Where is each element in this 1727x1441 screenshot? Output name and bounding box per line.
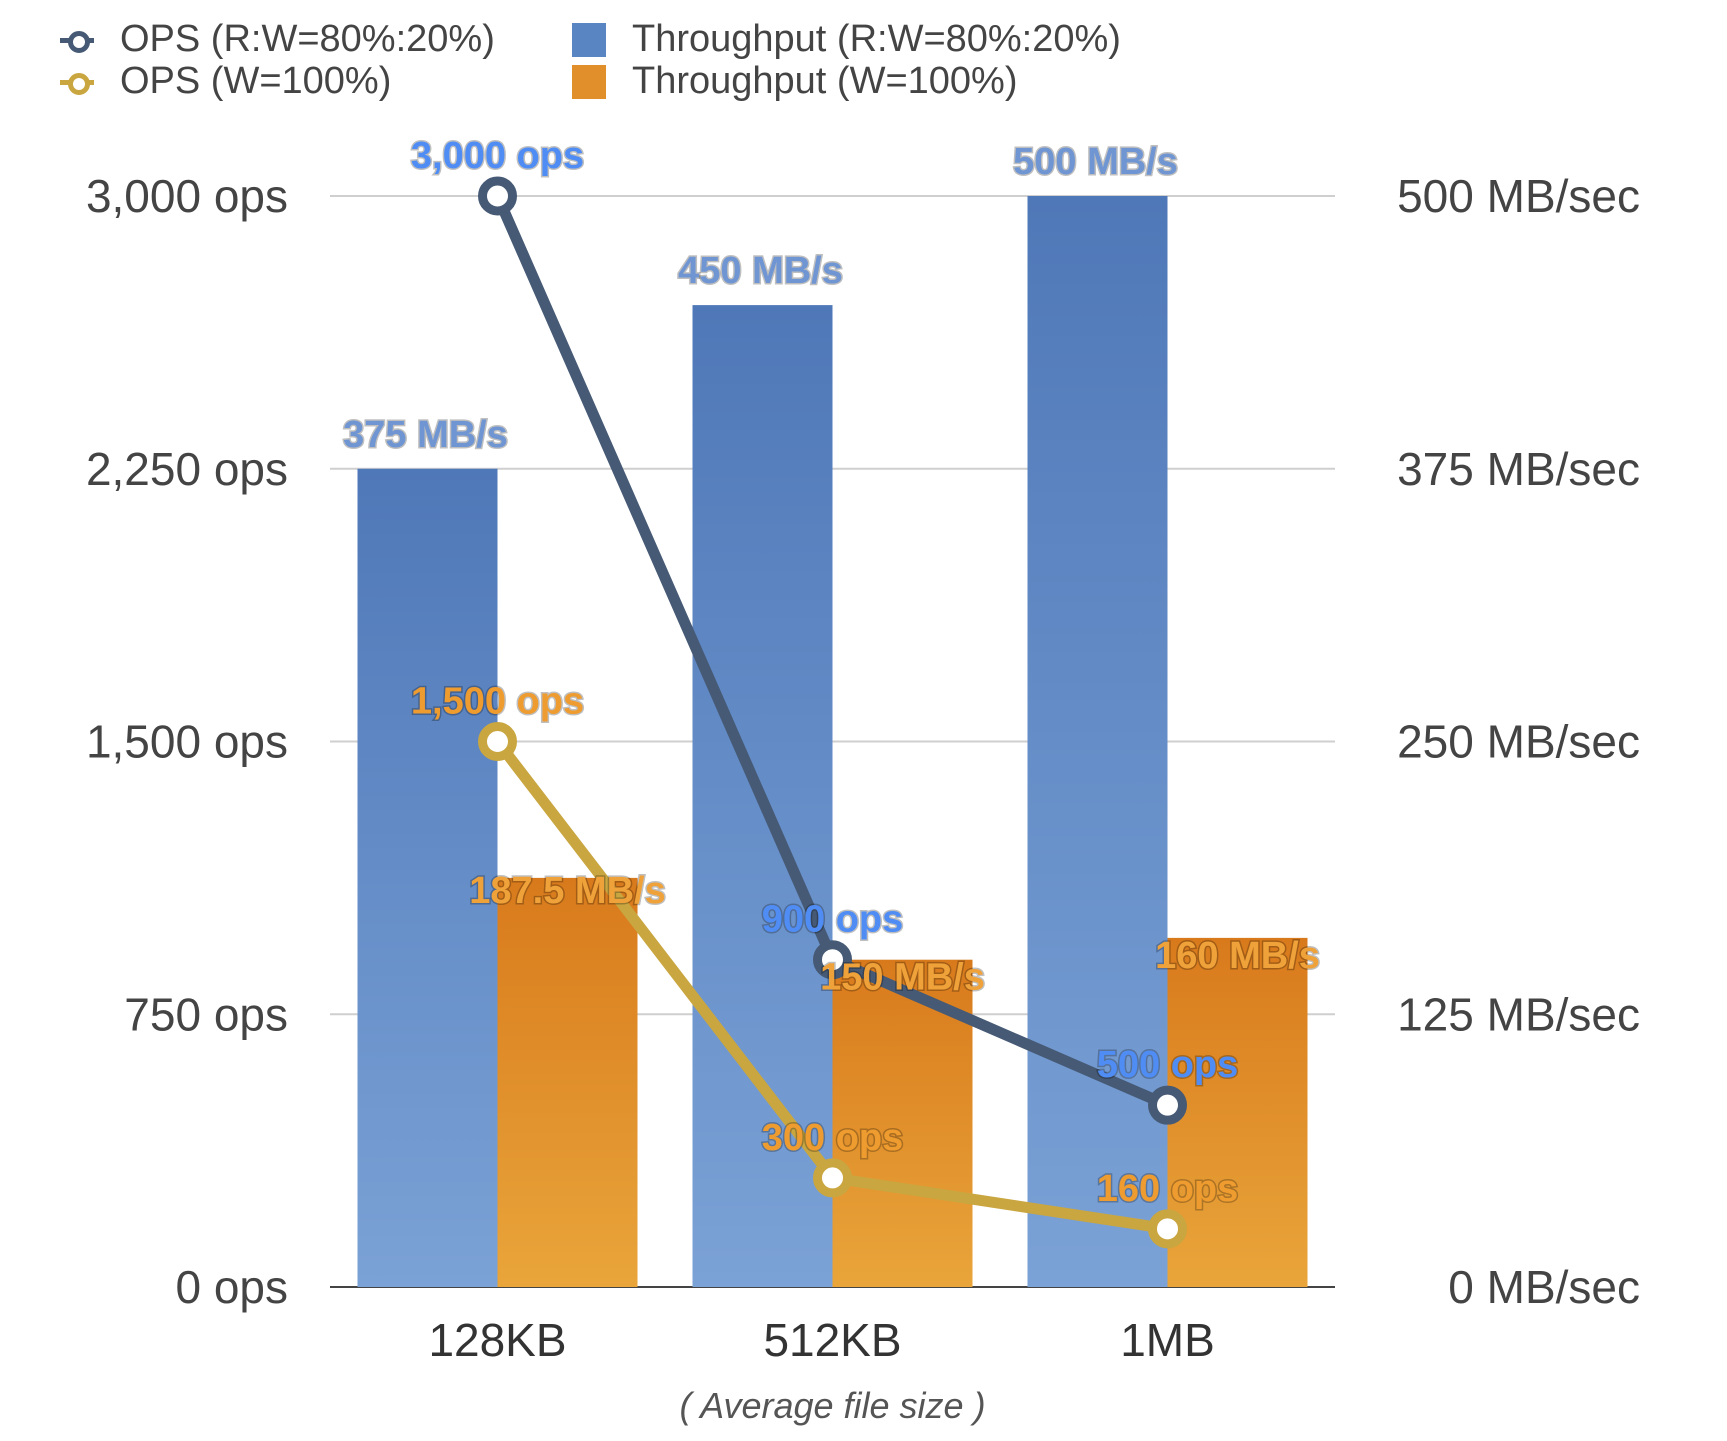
data-point <box>813 1158 852 1198</box>
x-tick-label: 512KB <box>763 1314 901 1366</box>
legend-item-throughput-w: Throughput (W=100%) <box>572 60 1017 103</box>
x-tick-label: 128KB <box>428 1314 566 1366</box>
data-labels: 375 MB/s 450 MB/s 500 MB/s 187.5 MB/s 150 MB… <box>342 134 1322 1212</box>
y-right-tick-label: 500 MB/sec <box>1397 170 1640 222</box>
legend-label: OPS (W=100%) <box>120 60 392 102</box>
data-label: 150 MB/s <box>820 957 985 999</box>
legend-item-throughput-rw: Throughput (R:W=80%:20%) <box>572 18 1121 61</box>
y-right-tick-label: 125 MB/sec <box>1397 988 1640 1040</box>
y-left-tick-label: 3,000 ops <box>86 170 288 222</box>
data-point <box>478 722 517 761</box>
data-label: 375 MB/s <box>343 414 508 456</box>
y-left-tick-label: 750 ops <box>124 988 288 1040</box>
data-label: 187.5 MB/s <box>469 870 665 912</box>
bar <box>497 877 638 1287</box>
y-right-tick-label: 375 MB/sec <box>1397 443 1640 495</box>
data-point <box>478 176 517 216</box>
legend-box-marker-icon <box>572 64 606 99</box>
data-label: 3,000 ops <box>411 135 584 177</box>
bar <box>357 468 498 1287</box>
legend-line-marker-icon <box>60 23 94 57</box>
data-label: 500 ops <box>1097 1044 1239 1086</box>
axes: 3,000 ops 500 MB/sec 2,250 ops 375 MB/sec 1,… <box>86 170 1640 1426</box>
x-tick-label: 1MB <box>1120 1314 1215 1366</box>
x-axis-title: ( Average file size ) <box>679 1385 985 1426</box>
legend-item-ops-rw: OPS (R:W=80%:20%) <box>60 18 495 61</box>
data-label: 1,500 ops <box>411 681 584 723</box>
y-left-tick-label: 1,500 ops <box>86 716 288 768</box>
bar <box>1027 196 1168 1287</box>
data-label: 500 MB/s <box>1013 141 1178 183</box>
data-label: 450 MB/s <box>678 250 843 292</box>
legend-box-marker-icon <box>572 22 606 57</box>
data-point <box>1148 1209 1187 1249</box>
data-label: 300 ops <box>762 1117 904 1159</box>
legend-line-marker-icon <box>60 65 94 99</box>
data-point <box>813 940 852 980</box>
legend-label: Throughput (W=100%) <box>632 60 1018 102</box>
bar <box>1167 937 1308 1287</box>
y-right-tick-label: 0 MB/sec <box>1448 1261 1640 1313</box>
legend-label: OPS (R:W=80%:20%) <box>120 18 495 60</box>
data-point <box>1148 1085 1187 1125</box>
legend-label: Throughput (R:W=80%:20%) <box>632 18 1121 60</box>
data-label: 900 ops <box>762 899 904 941</box>
data-label: 160 ops <box>1097 1168 1239 1210</box>
y-left-tick-label: 0 ops <box>175 1261 288 1313</box>
bar-series <box>357 196 1308 1288</box>
y-left-tick-label: 2,250 ops <box>86 443 288 495</box>
line-series <box>478 176 1187 1249</box>
y-right-tick-label: 250 MB/sec <box>1397 716 1640 768</box>
legend-item-ops-w: OPS (W=100%) <box>60 60 391 103</box>
data-label: 160 MB/s <box>1155 935 1320 977</box>
